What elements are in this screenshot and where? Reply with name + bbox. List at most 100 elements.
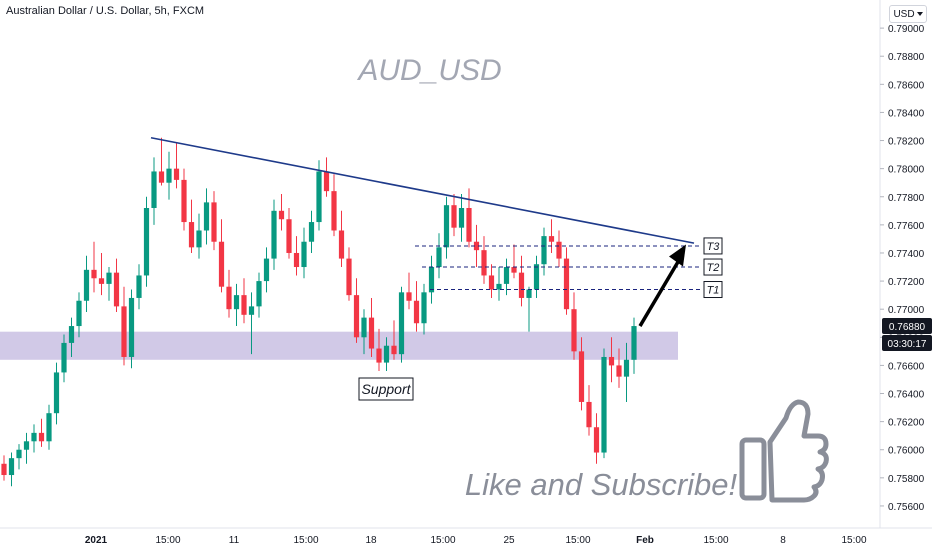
candle [383, 337, 390, 372]
candle-body [541, 236, 547, 265]
candle-body [278, 210, 285, 220]
candle [578, 337, 585, 411]
candle [323, 157, 330, 197]
price-tick-label: 0.76200 [888, 418, 925, 429]
last-price-value: 0.76880 [889, 322, 926, 333]
candle [338, 210, 345, 268]
candle-body [466, 208, 472, 242]
price-tick-label: 0.76400 [888, 390, 925, 401]
candle-body [586, 401, 592, 428]
candle-body [53, 372, 60, 414]
candle [406, 272, 412, 310]
candle-body [226, 286, 232, 310]
thumbs-up-icon [739, 399, 829, 503]
chart-watermark: AUD_USD [356, 54, 501, 87]
chevron-down-icon [916, 12, 923, 16]
candle [631, 317, 637, 374]
candle-body [1, 463, 7, 476]
projection-arrow-shaft [638, 257, 682, 327]
candle-body [256, 281, 262, 307]
candle-body [548, 236, 555, 242]
candle [593, 413, 600, 464]
candle-body [398, 292, 405, 355]
candle-body [578, 351, 585, 402]
candle [196, 213, 202, 259]
candle-body [91, 269, 97, 279]
price-tick-label: 0.78200 [888, 137, 925, 148]
candle-body [23, 441, 30, 450]
candle [496, 267, 502, 301]
candle [308, 210, 315, 253]
candle [8, 452, 15, 487]
candle [166, 151, 172, 200]
time-tick-label: Feb [636, 535, 654, 546]
candle-body [38, 432, 45, 442]
candle [346, 247, 352, 301]
time-tick-label: 15:00 [155, 535, 180, 546]
candle [436, 233, 442, 279]
candle [121, 286, 127, 366]
candle [391, 320, 397, 360]
candle-body [556, 241, 562, 259]
candle [503, 258, 510, 296]
candle-body [601, 356, 607, 453]
candle [248, 292, 255, 355]
time-tick-label: 8 [780, 535, 786, 546]
currency-label: USD [893, 8, 915, 20]
countdown-badge [882, 335, 932, 352]
candle [488, 264, 495, 298]
candle-body [248, 306, 255, 315]
time-tick-label: 15:00 [841, 535, 866, 546]
candle-body [181, 179, 187, 223]
candle [83, 255, 90, 312]
candle [143, 196, 150, 287]
candle [361, 309, 367, 355]
candle [256, 272, 262, 318]
candle [31, 424, 37, 453]
price-tick-label: 0.77800 [888, 193, 925, 204]
candle-body [106, 272, 112, 284]
time-tick-label: 15:00 [703, 535, 728, 546]
price-tick-label: 0.77600 [888, 221, 925, 232]
price-tick-label: 0.76000 [888, 446, 925, 457]
candle-body [593, 427, 600, 453]
subscribe-cta: Like and Subscribe! [465, 467, 738, 502]
time-axis-bg [0, 528, 932, 550]
candle [181, 168, 187, 231]
price-tick-label: 0.78000 [888, 165, 925, 176]
candle [353, 278, 360, 343]
candle-body [316, 171, 322, 223]
candle [46, 404, 52, 450]
candle [421, 283, 427, 335]
candle-body [151, 171, 157, 208]
candle [586, 385, 592, 436]
price-tick-label: 0.78400 [888, 108, 925, 119]
candle [473, 224, 480, 268]
candle-body [631, 326, 637, 360]
candle [53, 362, 60, 425]
candle-body [511, 267, 517, 273]
candle [368, 297, 375, 357]
candle [16, 444, 22, 470]
candle [608, 337, 615, 383]
candle-body [518, 272, 525, 298]
currency-selector[interactable]: USD [889, 5, 927, 23]
target-label: T3 [707, 241, 721, 253]
candle-body [451, 205, 457, 228]
candle-body [458, 208, 465, 228]
countdown-value: 03:30:17 [888, 339, 927, 350]
target-label: T1 [707, 285, 720, 297]
candle [466, 188, 472, 248]
candle [563, 247, 570, 315]
candle [443, 196, 450, 259]
candle [241, 278, 247, 324]
candle [451, 193, 457, 237]
candle-body [383, 345, 390, 363]
candle [68, 317, 75, 357]
candle [301, 227, 307, 279]
candle [173, 143, 180, 189]
candle [38, 418, 45, 447]
price-tick-label: 0.76600 [888, 361, 925, 372]
